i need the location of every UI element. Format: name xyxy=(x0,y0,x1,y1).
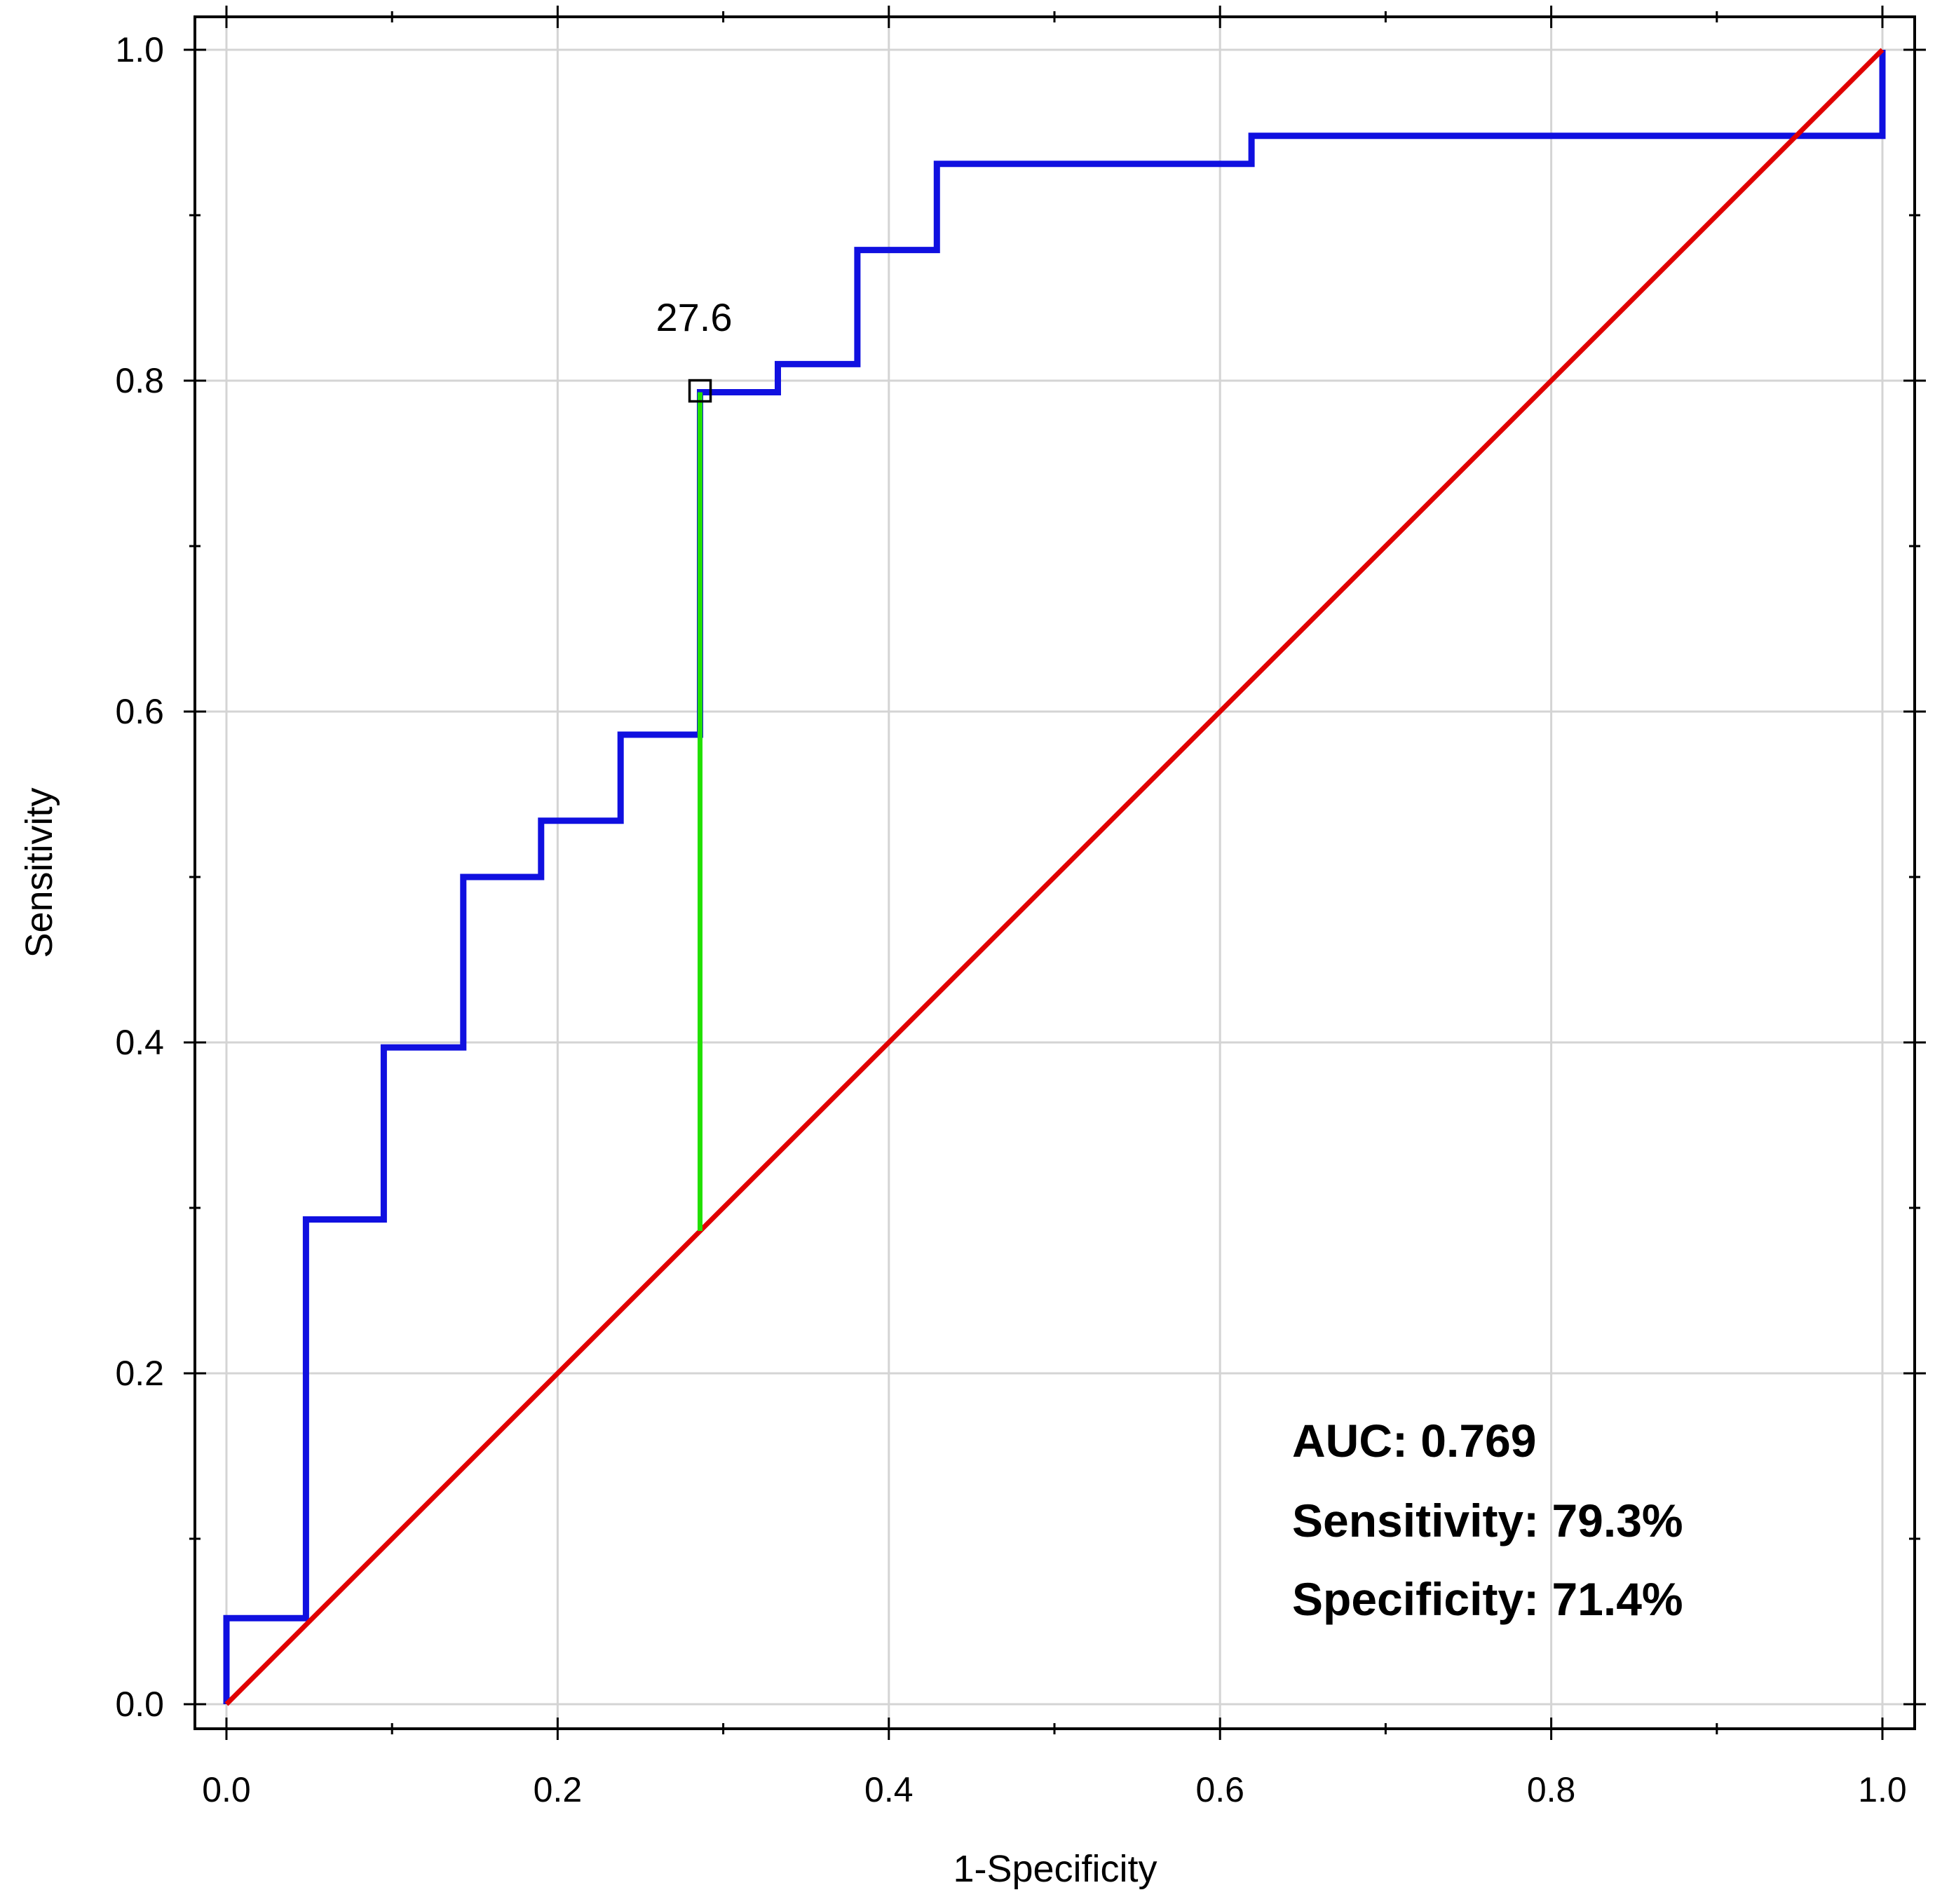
tick-layer: 0.0 0.2 0.4 0.6 0.8 1.0 0.0 0.2 0.4 0.6 0.8 1.0 xyxy=(115,6,1926,1809)
y-tick-label: 1.0 xyxy=(115,30,164,69)
cutoff-label: 27.6 xyxy=(656,295,733,339)
y-tick-label: 0.8 xyxy=(115,361,164,400)
y-tick-label: 0.6 xyxy=(115,692,164,731)
y-tick-label: 0.0 xyxy=(115,1685,164,1724)
roc-curve-line xyxy=(223,50,1886,1704)
grid-layer xyxy=(195,17,1915,1729)
auc-annotation: AUC: 0.769 xyxy=(1292,1415,1536,1467)
x-tick-label: 0.0 xyxy=(202,1770,251,1809)
y-tick-label: 0.2 xyxy=(115,1354,164,1393)
y-tick-label: 0.4 xyxy=(115,1023,164,1062)
series-layer xyxy=(223,48,1886,1706)
x-tick-label: 0.2 xyxy=(534,1770,583,1809)
specificity-annotation: Specificity: 71.4% xyxy=(1292,1573,1683,1625)
cutoff-point-marker xyxy=(688,379,712,403)
reference-diagonal-line xyxy=(224,48,1885,1706)
x-tick-label: 0.8 xyxy=(1527,1770,1576,1809)
x-axis-title: 1-Specificity xyxy=(953,1848,1157,1890)
x-tick-label: 0.6 xyxy=(1195,1770,1244,1809)
x-tick-label: 1.0 xyxy=(1858,1770,1907,1809)
y-axis-title: Sensitivity xyxy=(18,787,60,958)
sensitivity-annotation: Sensitivity: 79.3% xyxy=(1292,1495,1683,1546)
x-tick-label: 0.4 xyxy=(864,1770,914,1809)
